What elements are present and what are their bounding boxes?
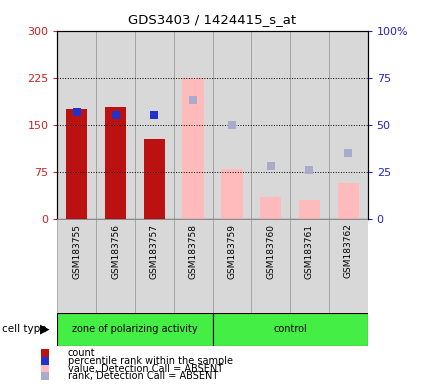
Bar bbox=[290, 219, 329, 313]
Bar bbox=[221, 169, 243, 219]
Point bbox=[151, 112, 158, 118]
Text: GDS3403 / 1424415_s_at: GDS3403 / 1424415_s_at bbox=[128, 13, 297, 26]
Point bbox=[229, 122, 235, 128]
Bar bbox=[105, 107, 126, 219]
Point bbox=[74, 109, 80, 115]
Bar bbox=[66, 109, 88, 219]
Bar bbox=[337, 182, 359, 219]
Bar bbox=[174, 31, 212, 219]
Point bbox=[306, 167, 313, 173]
Text: GSM183759: GSM183759 bbox=[227, 223, 236, 278]
Text: zone of polarizing activity: zone of polarizing activity bbox=[72, 324, 198, 334]
Bar bbox=[135, 31, 174, 219]
Bar bbox=[329, 219, 368, 313]
Bar bbox=[251, 219, 290, 313]
Text: ▶: ▶ bbox=[40, 323, 49, 336]
Text: rank, Detection Call = ABSENT: rank, Detection Call = ABSENT bbox=[68, 371, 218, 381]
Text: GSM183757: GSM183757 bbox=[150, 223, 159, 278]
Bar bbox=[212, 31, 251, 219]
Text: percentile rank within the sample: percentile rank within the sample bbox=[68, 356, 232, 366]
Bar bbox=[144, 139, 165, 219]
Point bbox=[112, 112, 119, 118]
Point bbox=[190, 97, 196, 103]
Point bbox=[345, 150, 351, 156]
Text: GSM183762: GSM183762 bbox=[344, 223, 353, 278]
Bar bbox=[174, 219, 212, 313]
Bar bbox=[212, 313, 368, 346]
Bar bbox=[135, 219, 174, 313]
Text: GSM183755: GSM183755 bbox=[72, 223, 81, 278]
Text: value, Detection Call = ABSENT: value, Detection Call = ABSENT bbox=[68, 364, 223, 374]
Point bbox=[42, 373, 48, 379]
Bar bbox=[57, 31, 96, 219]
Bar bbox=[182, 78, 204, 219]
Bar bbox=[329, 31, 368, 219]
Text: GSM183758: GSM183758 bbox=[189, 223, 198, 278]
Bar bbox=[212, 219, 251, 313]
Point bbox=[42, 350, 48, 356]
Bar bbox=[251, 31, 290, 219]
Bar bbox=[96, 219, 135, 313]
Text: control: control bbox=[273, 324, 307, 334]
Text: GSM183756: GSM183756 bbox=[111, 223, 120, 278]
Bar bbox=[57, 313, 212, 346]
Bar bbox=[299, 200, 320, 219]
Text: GSM183761: GSM183761 bbox=[305, 223, 314, 278]
Bar bbox=[290, 31, 329, 219]
Text: count: count bbox=[68, 348, 95, 358]
Point bbox=[42, 366, 48, 372]
Bar bbox=[57, 219, 96, 313]
Bar bbox=[96, 31, 135, 219]
Text: GSM183760: GSM183760 bbox=[266, 223, 275, 278]
Text: cell type: cell type bbox=[2, 324, 47, 334]
Bar bbox=[260, 197, 281, 219]
Point bbox=[267, 163, 274, 169]
Point bbox=[42, 358, 48, 364]
